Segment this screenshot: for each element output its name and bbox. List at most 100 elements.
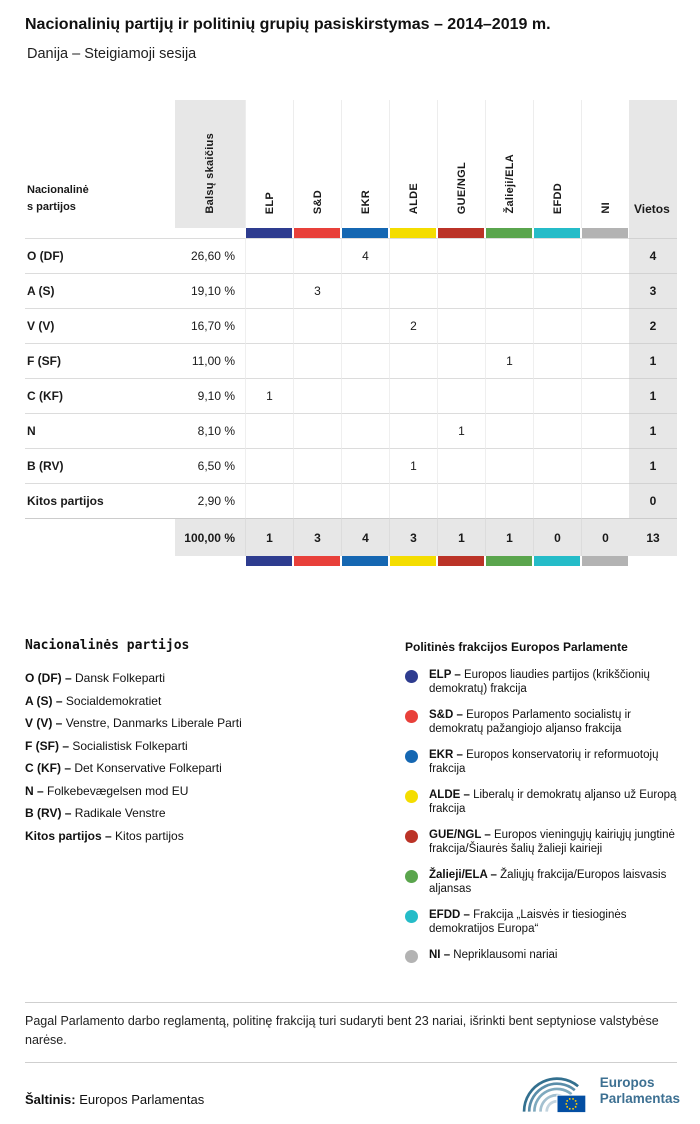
bars-row-spacer bbox=[25, 556, 245, 566]
group-color-bar-cell bbox=[341, 556, 389, 566]
group-full-name: Liberalų ir demokratų aljanso už Europą … bbox=[429, 789, 677, 815]
results-table: Nacionalinės partijos Balsų skaičius ELP S&… bbox=[25, 100, 677, 566]
group-seats bbox=[581, 308, 629, 343]
group-description: S&D – Europos Parlamento socialistų ir d… bbox=[429, 709, 683, 736]
party-legend-item: A (S) – Socialdemokratiet bbox=[25, 690, 385, 713]
page-title: Nacionalinių partijų ir politinių grupių… bbox=[25, 16, 551, 33]
group-seats bbox=[533, 308, 581, 343]
group-description: EKR – Europos konservatorių ir reformuot… bbox=[429, 749, 683, 776]
party-name: O (DF) bbox=[25, 238, 175, 273]
group-color-bar-cell bbox=[245, 556, 293, 566]
party-full-name: Dansk Folkeparti bbox=[75, 671, 166, 685]
column-header-group: ALDE bbox=[389, 100, 437, 228]
group-color-bar-cell bbox=[293, 556, 341, 566]
group-seats bbox=[389, 238, 437, 273]
group-full-name: Europos konservatorių ir reformuotojų fr… bbox=[429, 749, 659, 775]
group-seats bbox=[293, 238, 341, 273]
total-seats: 3 bbox=[629, 273, 677, 308]
total-seats: 1 bbox=[629, 448, 677, 483]
group-seats bbox=[437, 448, 485, 483]
group-full-name: Europos Parlamento socialistų ir demokra… bbox=[429, 709, 631, 735]
group-color-bar-cell bbox=[293, 228, 341, 238]
group-code: NI – bbox=[429, 949, 454, 961]
total-row-blank bbox=[25, 518, 175, 556]
party-code: N – bbox=[25, 783, 48, 798]
group-seats bbox=[485, 308, 533, 343]
total-seats: 1 bbox=[629, 378, 677, 413]
group-seats bbox=[581, 343, 629, 378]
votes-share: 26,60 % bbox=[175, 238, 245, 273]
group-full-name: Frakcija „Laisvės ir tiesioginės demokra… bbox=[429, 909, 627, 935]
legend-national-parties: Nacionalinės partijos O (DF) – Dansk Fol… bbox=[25, 638, 385, 847]
group-description: ELP – Europos liaudies partijos (krikšči… bbox=[429, 669, 683, 696]
group-code: EFDD – bbox=[429, 909, 474, 921]
group-seats bbox=[389, 343, 437, 378]
group-seats bbox=[437, 308, 485, 343]
group-legend-item: ELP – Europos liaudies partijos (krikšči… bbox=[405, 669, 683, 696]
group-seats bbox=[389, 483, 437, 518]
group-color-bar bbox=[438, 228, 484, 238]
ep-logo-line2: Parlamentas bbox=[599, 1091, 680, 1106]
group-seats bbox=[485, 273, 533, 308]
total-group-seats: 4 bbox=[341, 518, 389, 556]
party-legend-item: V (V) – Venstre, Danmarks Liberale Parti bbox=[25, 712, 385, 735]
group-color-bar-cell bbox=[437, 556, 485, 566]
legend-groups-heading: Politinės frakcijos Europos Parlamente bbox=[405, 640, 628, 654]
group-seats: 2 bbox=[389, 308, 437, 343]
party-legend-item: N – Folkebevægelsen mod EU bbox=[25, 780, 385, 803]
group-seats bbox=[533, 343, 581, 378]
group-seats bbox=[485, 413, 533, 448]
group-code: GUE/NGL – bbox=[429, 829, 494, 841]
group-color-dot bbox=[405, 790, 418, 803]
footnote: Pagal Parlamento darbo reglamentą, polit… bbox=[25, 1014, 659, 1048]
party-name: C (KF) bbox=[25, 378, 175, 413]
party-legend-item: Kitos partijos – Kitos partijos bbox=[25, 825, 385, 848]
party-full-name: Radikale Venstre bbox=[74, 806, 166, 820]
group-seats bbox=[485, 483, 533, 518]
group-color-bar bbox=[390, 556, 436, 566]
divider-top bbox=[25, 1002, 677, 1003]
votes-share: 19,10 % bbox=[175, 273, 245, 308]
group-color-bar bbox=[294, 556, 340, 566]
column-header-group: Žalieji/ELA bbox=[485, 100, 533, 228]
party-legend-item: F (SF) – Socialistisk Folkeparti bbox=[25, 735, 385, 758]
party-code: F (SF) – bbox=[25, 738, 73, 753]
group-seats bbox=[437, 483, 485, 518]
group-color-bar-cell bbox=[533, 228, 581, 238]
ep-logo-line1: Europos bbox=[599, 1075, 655, 1091]
column-header-group: ELP bbox=[245, 100, 293, 228]
group-header-label: ELP bbox=[263, 191, 276, 214]
total-group-seats: 3 bbox=[389, 518, 437, 556]
total-seats: 0 bbox=[629, 483, 677, 518]
party-name: F (SF) bbox=[25, 343, 175, 378]
group-seats: 1 bbox=[437, 413, 485, 448]
group-color-bar-cell bbox=[581, 228, 629, 238]
group-seats: 1 bbox=[485, 343, 533, 378]
group-color-bar-cell bbox=[485, 556, 533, 566]
votes-share: 2,90 % bbox=[175, 483, 245, 518]
total-votes: 100,00 % bbox=[175, 518, 245, 556]
seats-column-filler bbox=[629, 228, 677, 238]
bars-row-spacer bbox=[25, 228, 245, 238]
group-legend-item: Žalieji/ELA – Žaliųjų frakcija/Europos l… bbox=[405, 869, 683, 896]
column-header-group: EFDD bbox=[533, 100, 581, 228]
column-header-votes: Balsų skaičius bbox=[175, 100, 245, 228]
group-code: ELP – bbox=[429, 669, 464, 681]
group-color-dot bbox=[405, 910, 418, 923]
group-color-bar-cell bbox=[485, 228, 533, 238]
group-seats bbox=[341, 483, 389, 518]
legend-parties-heading: Nacionalinės partijos bbox=[25, 638, 190, 653]
group-seats bbox=[533, 413, 581, 448]
group-seats bbox=[245, 238, 293, 273]
group-seats bbox=[245, 413, 293, 448]
group-legend-list: ELP – Europos liaudies partijos (krikšči… bbox=[405, 669, 683, 963]
group-color-bar bbox=[342, 228, 388, 238]
group-legend-item: S&D – Europos Parlamento socialistų ir d… bbox=[405, 709, 683, 736]
group-color-bar bbox=[582, 228, 628, 238]
group-color-dot bbox=[405, 830, 418, 843]
group-legend-item: ALDE – Liberalų ir demokratų aljanso už … bbox=[405, 789, 683, 816]
group-color-dot bbox=[405, 870, 418, 883]
party-legend-item: C (KF) – Det Konservative Folkeparti bbox=[25, 757, 385, 780]
group-seats bbox=[581, 238, 629, 273]
